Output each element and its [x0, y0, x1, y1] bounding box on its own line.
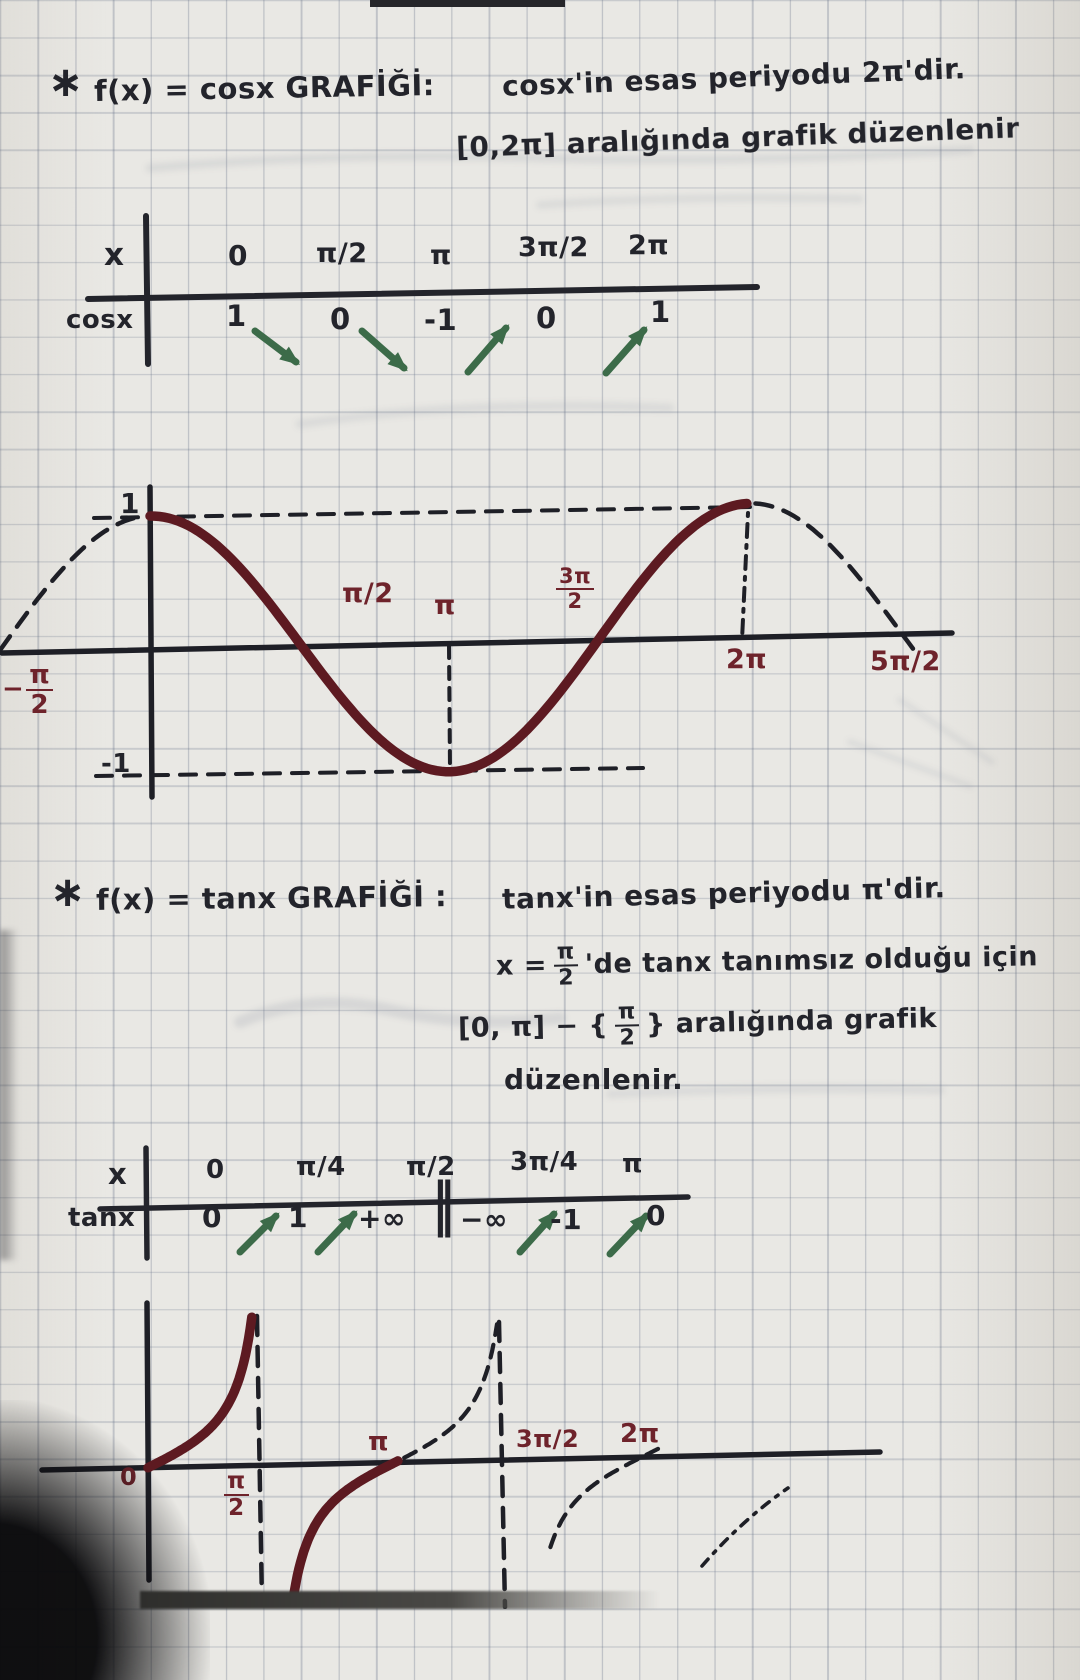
fraction-pi-over-2: π 2	[614, 999, 640, 1051]
tan-table-trend-arrows	[236, 1210, 650, 1258]
tan-curve-dashed	[402, 1322, 790, 1568]
cos-section-bullet-icon: ∗	[48, 57, 84, 106]
cos-table-x-value: π/2	[316, 238, 368, 269]
cos-graph-guides	[92, 505, 752, 778]
cos-label-neg-pi-over-2: − π 2	[2, 662, 54, 718]
tan-curve-branch-1	[143, 1312, 257, 1473]
tan-table-y-value: -1	[550, 1203, 583, 1236]
cos-dashed-left-extension	[0, 514, 146, 653]
trend-arrow-up-icon	[236, 1212, 280, 1256]
guide-y-equals-1	[92, 505, 752, 520]
tan-y-axis	[144, 1300, 152, 1583]
tan-asymptotes	[254, 1313, 508, 1609]
cos-table-x-value: 2π	[628, 230, 670, 261]
asymptote-3pi-over-2	[496, 1319, 508, 1609]
tan-undefined-note: x = π 2 'de tanx tanımsız olduğu için	[495, 939, 1039, 991]
asymptote-pi-over-2	[254, 1313, 265, 1607]
tan-dashed-branch	[402, 1322, 500, 1460]
cos-table-y-value: 1	[226, 299, 247, 333]
tan-table-y-value: 0	[202, 1201, 222, 1234]
cos-label-pi-over-2: π/2	[342, 578, 394, 609]
trend-arrow-down-icon	[358, 327, 408, 372]
trend-arrow-down-icon	[251, 327, 300, 366]
tan-label-pi: π	[368, 1427, 390, 1457]
cos-table-y-value: -1	[424, 303, 458, 337]
tan-table-y-value: +∞	[358, 1202, 406, 1235]
tan-table-x-value: π/2	[406, 1152, 456, 1182]
cos-label-pi: π	[434, 590, 456, 621]
tan-dashed-branch	[548, 1445, 663, 1550]
tan-section-heading: f(x) = tanx GRAFİĞİ :	[95, 879, 448, 917]
trend-arrow-up-icon	[516, 1210, 558, 1256]
cos-table-y-value: 0	[330, 302, 351, 336]
cos-curve-solid	[145, 498, 752, 777]
cos-dashed-right-extension	[753, 501, 916, 651]
cos-table-y-header: cosx	[66, 305, 134, 335]
trend-arrow-up-icon	[464, 324, 510, 376]
cos-curve	[145, 498, 752, 777]
cos-label-3pi-over-2: 3π 2	[556, 566, 595, 612]
cos-x-axis	[0, 630, 955, 656]
cos-table-x-value: π	[430, 240, 452, 271]
tan-table-x-value: 0	[206, 1155, 225, 1185]
tan-table-y-header: tanx	[68, 1203, 136, 1233]
guide-y-equals-minus-1	[94, 766, 645, 778]
tan-table-x-value: 3π/4	[510, 1147, 579, 1177]
tan-table-x-value: π	[622, 1149, 644, 1179]
guide-x-equals-pi	[447, 644, 452, 771]
trend-arrow-up-icon	[606, 1212, 650, 1258]
tan-label-2pi: 2π	[620, 1419, 660, 1449]
cos-label-2pi: 2π	[726, 644, 768, 675]
tan-table-rules	[97, 1145, 691, 1261]
cos-table-y-value: 0	[536, 301, 557, 335]
tan-table-y-value: 1	[288, 1201, 308, 1234]
ink-strokes-layer	[0, 145, 995, 1609]
cos-section-heading: f(x) = cosx GRAFİĞİ:	[93, 68, 436, 108]
trend-arrow-up-icon	[602, 326, 648, 377]
tan-section-bullet-icon: ∗	[50, 867, 86, 916]
cos-table-x-value: 3π/2	[518, 232, 589, 263]
cos-label-5pi-over-2: 5π/2	[870, 646, 941, 677]
fraction-pi-over-2: π 2	[553, 939, 579, 991]
tan-curve-solid	[143, 1312, 403, 1598]
tan-sketch-artifact	[700, 1486, 790, 1568]
tan-table-x-value: π/4	[296, 1152, 346, 1182]
cos-label-minus-1: -1	[101, 749, 131, 779]
cos-table-y-value: 1	[650, 295, 671, 329]
cos-curve-extensions	[0, 501, 916, 653]
guide-x-equals-2pi	[740, 511, 750, 642]
tan-table-y-value: 0	[646, 1199, 666, 1232]
cos-table-trend-arrows	[251, 324, 648, 377]
tan-curve-branch-2	[289, 1456, 403, 1598]
tan-graph-axes	[39, 1300, 883, 1583]
tan-label-3pi-over-2: 3π/2	[516, 1425, 580, 1453]
cos-label-1: 1	[120, 487, 140, 520]
tan-table-x-header: x	[108, 1157, 128, 1191]
cos-y-axis	[147, 484, 155, 800]
tan-label-pi-over-2: π 2	[224, 1470, 249, 1520]
tan-label-0: 0	[120, 1463, 138, 1491]
cos-table-x-header: x	[104, 237, 125, 273]
tan-range-note-end: düzenlenir.	[504, 1063, 684, 1096]
tan-table-discontinuity-mark: ‖	[432, 1170, 456, 1238]
tan-table-y-value: −∞	[460, 1203, 508, 1236]
ghost-writing-smudges	[145, 145, 995, 1099]
tan-range-note: [0, π] − { π 2 } aralığında grafik	[457, 999, 938, 1051]
trend-arrow-up-icon	[314, 1210, 358, 1256]
cos-graph-axes	[0, 484, 955, 800]
cos-table-rules	[85, 213, 760, 367]
cos-table-x-value: 0	[228, 239, 248, 272]
